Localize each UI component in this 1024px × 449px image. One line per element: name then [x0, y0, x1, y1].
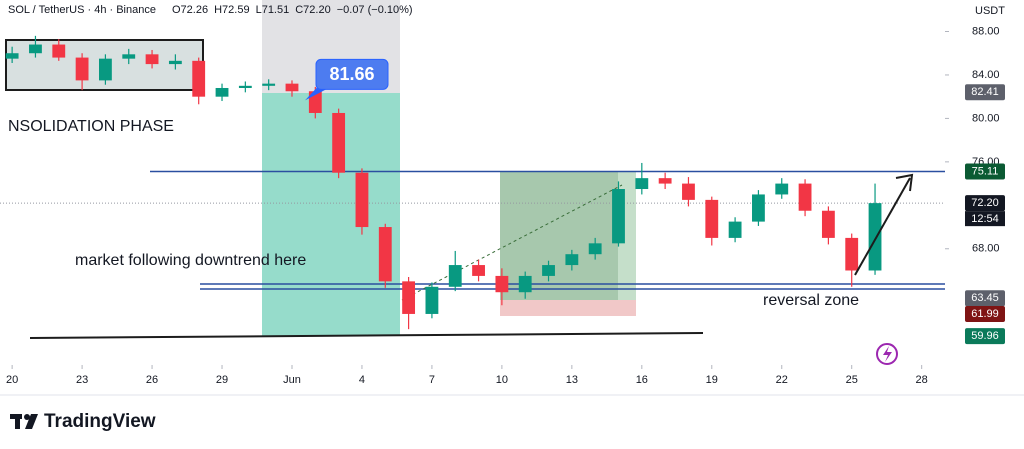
- position-target-zone: [262, 93, 400, 336]
- candle-body: [355, 172, 369, 228]
- symbol: SOL / TetherUS · 4h · Binance: [8, 4, 156, 16]
- position-target-zone: [500, 172, 618, 300]
- logo-part: [25, 414, 38, 429]
- candle-body: [682, 183, 695, 200]
- candle-body: [122, 54, 136, 59]
- candle-body: [798, 183, 812, 211]
- candle-body: [192, 60, 206, 97]
- ohlc-value: C72.20: [295, 4, 330, 16]
- candle-body: [168, 60, 182, 65]
- annotation: NSOLIDATION PHASE: [8, 118, 174, 135]
- price-badge-label: 61.99: [971, 308, 999, 320]
- projection-line: [401, 184, 623, 301]
- price-badge-label: 59.96: [971, 330, 999, 342]
- x-tick-label: 26: [146, 374, 158, 386]
- price-badge-label: 72.20: [971, 197, 999, 209]
- x-tick-label: 29: [216, 374, 228, 386]
- x-tick-label: 10: [496, 374, 508, 386]
- currency: USDT: [975, 5, 1005, 17]
- candle-body: [378, 227, 392, 282]
- candle-body: [332, 112, 346, 173]
- ohlc-value: −0.07 (−0.10%): [337, 4, 413, 16]
- price-badge-label: 82.41: [971, 86, 999, 98]
- position-stop-zone: [500, 300, 636, 316]
- callout-box: [315, 58, 389, 90]
- candle-body: [565, 254, 579, 266]
- logo-part: [24, 414, 30, 420]
- annotation: market following downtrend here: [75, 252, 306, 269]
- brand-logo: [10, 414, 38, 429]
- brand-name: TradingView: [44, 411, 156, 432]
- price-badge: [965, 84, 1005, 101]
- ohlc-value: H72.59: [214, 4, 249, 16]
- x-tick-label: Jun: [283, 374, 301, 386]
- x-tick-label: 23: [76, 374, 88, 386]
- candle-body: [542, 265, 555, 276]
- y-tick-label: 80.00: [972, 112, 1000, 124]
- candle-body: [29, 44, 42, 54]
- candle-body: [99, 58, 112, 81]
- x-tick-label: 25: [846, 374, 858, 386]
- logo-part: [15, 414, 20, 429]
- price-badge: [965, 290, 1005, 307]
- candle-body: [262, 83, 276, 86]
- candle-body: [518, 275, 532, 293]
- price-badge: [965, 195, 1005, 212]
- x-tick-label: 4: [359, 374, 365, 386]
- candle-body: [238, 85, 252, 88]
- price-badge: [965, 163, 1005, 180]
- candle-body: [215, 87, 229, 97]
- x-tick-label: 7: [429, 374, 435, 386]
- candle-body: [752, 194, 765, 222]
- candle-body: [5, 53, 19, 59]
- candle-body: [145, 54, 159, 65]
- countdown-badge: [965, 211, 1005, 227]
- candle-body: [425, 286, 439, 314]
- price-badge-label: 75.11: [972, 165, 999, 177]
- candle-body: [285, 83, 299, 92]
- arrow: [854, 177, 911, 276]
- candle-body: [845, 237, 859, 271]
- candle-body: [775, 183, 789, 195]
- trend-line: [29, 332, 704, 339]
- ohlc-value: L71.51: [256, 4, 290, 16]
- countdown: 12:54: [971, 213, 999, 225]
- x-tick-label: 19: [706, 374, 718, 386]
- callout-label: 81.66: [329, 64, 374, 84]
- candle-body: [612, 189, 625, 244]
- price-badge: [965, 328, 1005, 345]
- candle-body: [588, 243, 602, 255]
- y-tick-label: 88.00: [972, 25, 1000, 37]
- y-tick-label: 68.00: [972, 243, 1000, 255]
- candle-body: [658, 178, 672, 184]
- x-tick-label: 20: [6, 374, 18, 386]
- alert-icon-bolt: [883, 346, 892, 362]
- candle-body: [308, 91, 322, 113]
- x-tick-label: 28: [916, 374, 928, 386]
- x-tick-label: 16: [636, 374, 648, 386]
- annotation: reversal zone: [763, 292, 859, 309]
- candle-body: [472, 265, 485, 276]
- x-tick-label: 22: [776, 374, 788, 386]
- candle-body: [635, 178, 649, 190]
- ohlc-value: O72.26: [172, 4, 208, 16]
- y-tick-label: 84.00: [972, 69, 1000, 81]
- candle-body: [728, 221, 742, 238]
- candle-body: [495, 275, 509, 293]
- x-tick-label: 13: [566, 374, 578, 386]
- candle-body: [75, 57, 89, 81]
- alert-icon[interactable]: [876, 343, 898, 365]
- price-badge: [965, 306, 1005, 323]
- candle-body: [52, 44, 66, 58]
- price-badge-label: 63.45: [971, 292, 999, 304]
- candle-body: [868, 203, 882, 271]
- candle-body: [705, 199, 719, 238]
- candle-body: [821, 210, 835, 238]
- arrow-head: [895, 173, 914, 192]
- candle-body: [448, 265, 462, 287]
- candle-body: [402, 281, 416, 314]
- plot-area: [0, 35, 945, 330]
